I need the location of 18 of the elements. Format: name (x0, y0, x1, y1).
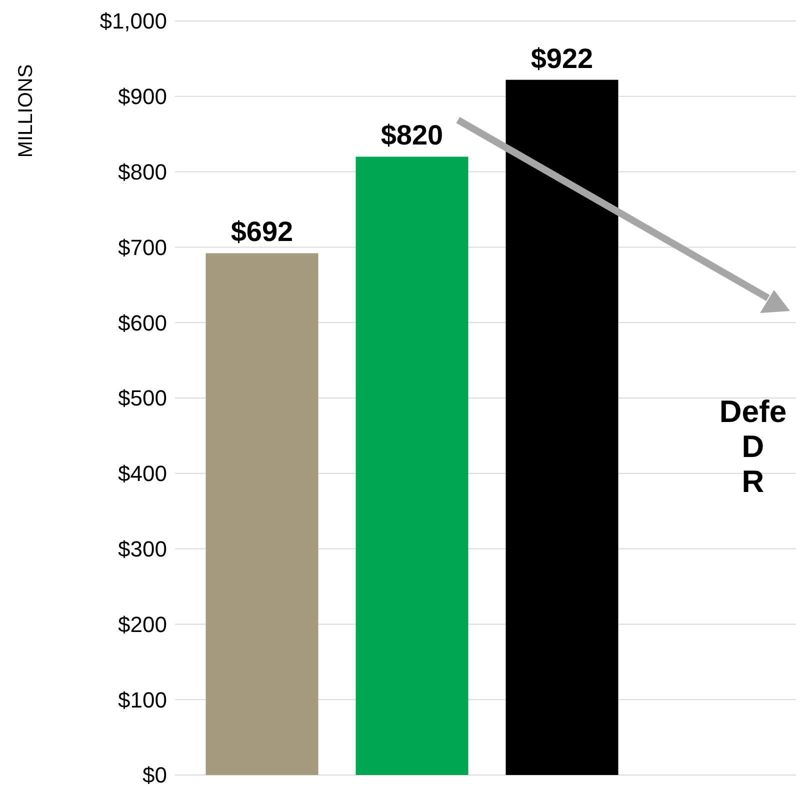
y-tick-label: $300 (118, 536, 167, 562)
y-tick-label: $700 (118, 234, 167, 260)
y-tick-label: $600 (118, 310, 167, 336)
data-label: $820 (380, 120, 444, 151)
y-tick-label: $1,000 (100, 8, 167, 34)
bar (206, 253, 318, 775)
y-tick-label: $400 (118, 461, 167, 486)
y-tick-label: $100 (118, 687, 167, 712)
y-tick-label: $800 (118, 160, 167, 184)
bar (356, 156, 468, 775)
data-label: $692 (230, 216, 294, 248)
y-tick-label: $200 (118, 612, 167, 637)
y-tick-label: $500 (118, 386, 167, 411)
y-tick-label: $900 (118, 84, 167, 110)
data-label: $922 (530, 42, 594, 74)
y-tick-label: $0 (142, 762, 167, 788)
y-axis-title: MILLIONS (15, 64, 37, 158)
text: Defe D R (719, 394, 787, 499)
